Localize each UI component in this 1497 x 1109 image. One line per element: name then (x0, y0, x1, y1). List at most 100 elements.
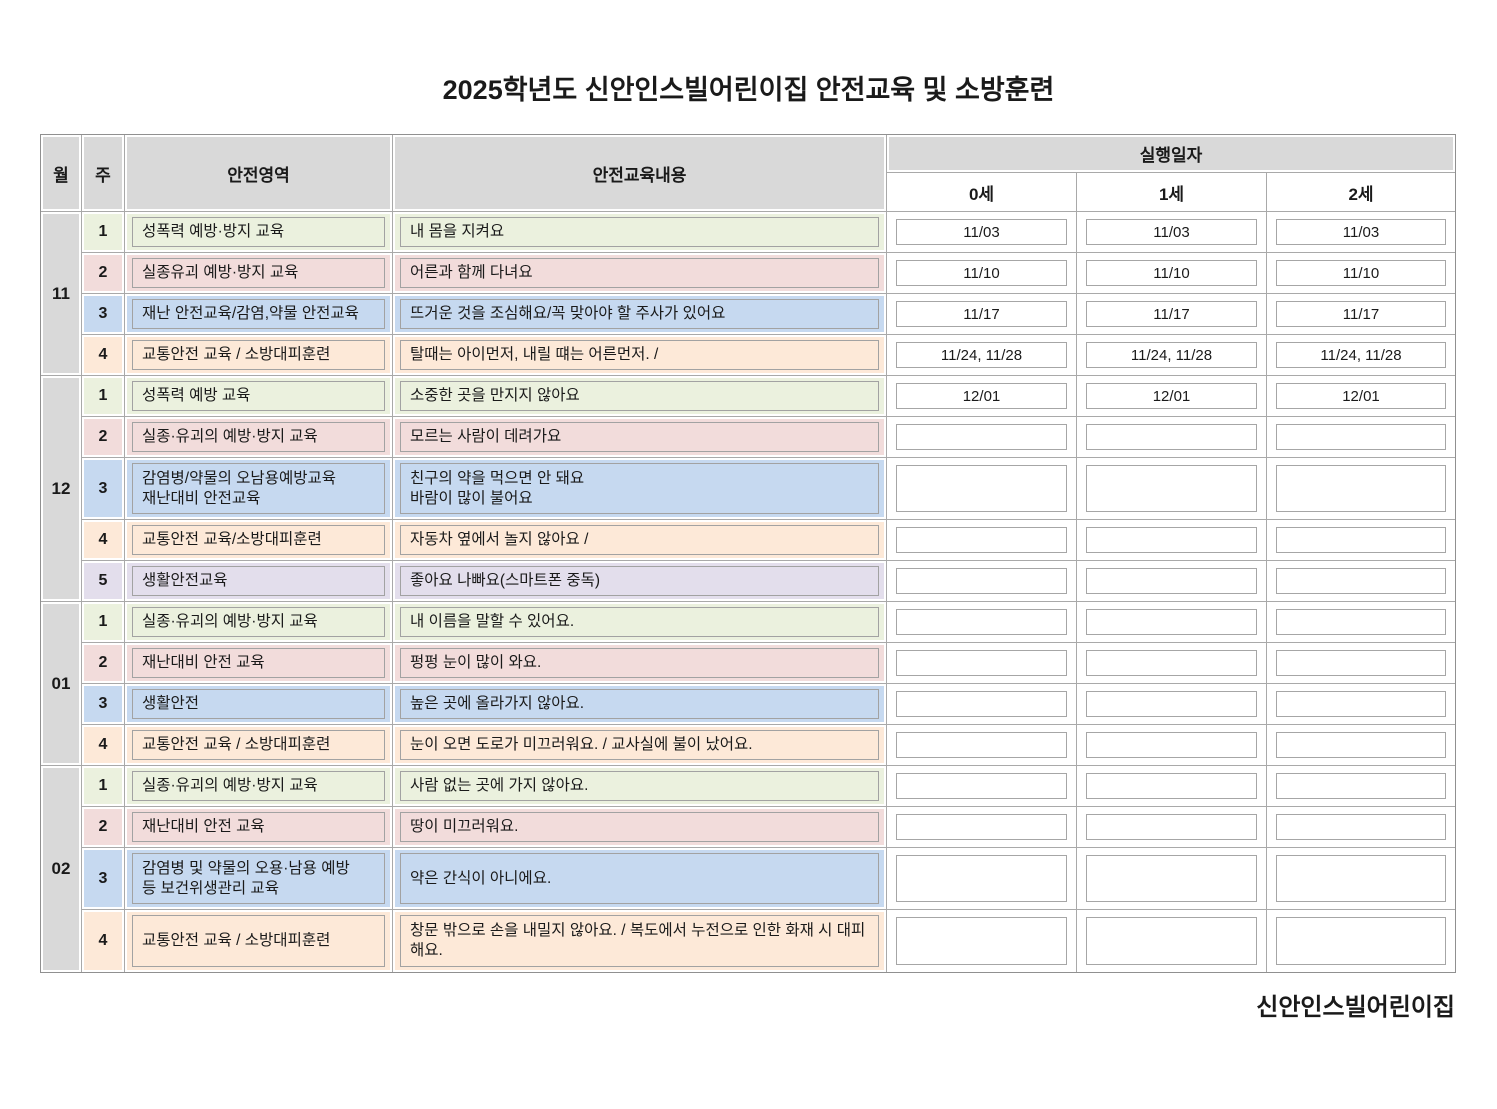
area-cell: 교통안전 교육 / 소방대피훈련 (125, 910, 393, 972)
date-cell (1267, 725, 1455, 766)
date-cell (887, 848, 1077, 910)
content-box: 약은 간식이 아니에요. (400, 853, 879, 904)
date-box (1276, 917, 1446, 965)
date-box: 11/10 (1276, 260, 1446, 286)
page-title: 2025학년도 신안인스빌어린이집 안전교육 및 소방훈련 (442, 75, 1055, 105)
area-cell: 실종·유괴의 예방·방지 교육 (125, 417, 393, 458)
week-cell: 4 (82, 910, 125, 972)
content-box: 탈때는 아이먼저, 내릴 떄는 어른먼저. / (400, 340, 879, 370)
week-cell: 4 (82, 335, 125, 376)
content-box: 소중한 곳을 만지지 않아요 (400, 381, 879, 411)
date-cell: 11/10 (887, 253, 1077, 294)
date-box (1276, 527, 1446, 553)
date-cell: 12/01 (887, 376, 1077, 417)
date-cell: 11/03 (1077, 212, 1267, 253)
date-cell (1077, 684, 1267, 725)
content-box: 자동차 옆에서 놀지 않아요 / (400, 525, 879, 555)
area-box: 실종·유괴의 예방·방지 교육 (132, 771, 385, 801)
content-cell: 펑펑 눈이 많이 와요. (393, 643, 887, 684)
date-cell (1077, 766, 1267, 807)
month-cell: 01 (41, 602, 82, 766)
area-cell: 감염병 및 약물의 오용·남용 예방 등 보건위생관리 교육 (125, 848, 393, 910)
content-box: 모르는 사람이 데려가요 (400, 422, 879, 452)
date-cell (1267, 602, 1455, 643)
area-box: 성폭력 예방 교육 (132, 381, 385, 411)
date-cell (1267, 417, 1455, 458)
date-cell: 11/17 (1267, 294, 1455, 335)
date-box (1276, 773, 1446, 799)
area-cell: 재난 안전교육/감염,약물 안전교육 (125, 294, 393, 335)
week-cell: 3 (82, 458, 125, 520)
week-cell: 1 (82, 212, 125, 253)
content-cell: 어른과 함께 다녀요 (393, 253, 887, 294)
content-cell: 뜨거운 것을 조심해요/꼭 맞아야 할 주사가 있어요 (393, 294, 887, 335)
month-cell: 11 (41, 212, 82, 376)
date-box (1086, 773, 1257, 799)
date-cell (887, 520, 1077, 561)
date-cell (887, 643, 1077, 684)
content-cell: 탈때는 아이먼저, 내릴 떄는 어른먼저. / (393, 335, 887, 376)
content-box: 펑펑 눈이 많이 와요. (400, 648, 879, 678)
date-box: 11/10 (1086, 260, 1257, 286)
content-cell: 자동차 옆에서 놀지 않아요 / (393, 520, 887, 561)
date-box (896, 568, 1067, 594)
area-cell: 재난대비 안전 교육 (125, 643, 393, 684)
area-cell: 성폭력 예방·방지 교육 (125, 212, 393, 253)
date-box (896, 424, 1067, 450)
schedule-table-body: 11 1 성폭력 예방·방지 교육 내 몸을 지켜요 11/03 11/03 11/03 2 실… (41, 212, 1455, 972)
date-box (896, 650, 1067, 676)
date-box (1276, 650, 1446, 676)
date-box: 11/03 (1276, 219, 1446, 245)
week-cell: 2 (82, 643, 125, 684)
date-box: 12/01 (1086, 383, 1257, 409)
week-cell: 2 (82, 253, 125, 294)
week-cell: 4 (82, 520, 125, 561)
date-cell: 11/10 (1077, 253, 1267, 294)
date-cell (1077, 910, 1267, 972)
date-cell (1267, 458, 1455, 520)
area-box: 재난대비 안전 교육 (132, 648, 385, 678)
date-box (1086, 609, 1257, 635)
date-cell (1077, 417, 1267, 458)
area-box: 교통안전 교육 / 소방대피훈련 (132, 340, 385, 370)
area-cell: 성폭력 예방 교육 (125, 376, 393, 417)
date-cell: 11/24, 11/28 (1077, 335, 1267, 376)
week-cell: 2 (82, 807, 125, 848)
date-box (1276, 568, 1446, 594)
content-box: 땅이 미끄러워요. (400, 812, 879, 842)
date-cell: 11/10 (1267, 253, 1455, 294)
content-cell: 내 몸을 지켜요 (393, 212, 887, 253)
date-box: 11/17 (1086, 301, 1257, 327)
col-header-area: 안전영역 (125, 135, 393, 212)
date-box: 11/17 (896, 301, 1067, 327)
content-box: 뜨거운 것을 조심해요/꼭 맞아야 할 주사가 있어요 (400, 299, 879, 329)
month-cell: 02 (41, 766, 82, 972)
date-cell (1077, 458, 1267, 520)
date-cell (887, 458, 1077, 520)
date-cell: 11/24, 11/28 (887, 335, 1077, 376)
area-box: 재난대비 안전 교육 (132, 812, 385, 842)
date-box: 11/24, 11/28 (1276, 342, 1446, 368)
content-box: 창문 밖으로 손을 내밀지 않아요. / 복도에서 누전으로 인한 화재 시 대… (400, 915, 879, 967)
content-box: 사람 없는 곳에 가지 않아요. (400, 771, 879, 801)
area-cell: 교통안전 교육/소방대피훈련 (125, 520, 393, 561)
date-box (896, 814, 1067, 840)
area-cell: 감염병/약물의 오남용예방교육 재난대비 안전교육 (125, 458, 393, 520)
month-cell: 12 (41, 376, 82, 602)
date-box (896, 917, 1067, 965)
area-cell: 생활안전교육 (125, 561, 393, 602)
date-box (896, 465, 1067, 512)
area-cell: 생활안전 (125, 684, 393, 725)
date-box (1276, 732, 1446, 758)
content-cell: 좋아요 나빠요(스마트폰 중독) (393, 561, 887, 602)
area-box: 교통안전 교육 / 소방대피훈련 (132, 915, 385, 967)
date-box: 11/24, 11/28 (896, 342, 1067, 368)
schedule-table: 월 주 안전영역 안전교육내용 실행일자 0세 1세 2세 11 1 성폭력 예방·… (40, 134, 1456, 973)
date-cell (887, 684, 1077, 725)
area-cell: 실종·유괴의 예방·방지 교육 (125, 602, 393, 643)
content-box: 내 이름을 말할 수 있어요. (400, 607, 879, 637)
week-cell: 1 (82, 376, 125, 417)
date-box (896, 732, 1067, 758)
date-box: 12/01 (1276, 383, 1446, 409)
area-box: 성폭력 예방·방지 교육 (132, 217, 385, 247)
